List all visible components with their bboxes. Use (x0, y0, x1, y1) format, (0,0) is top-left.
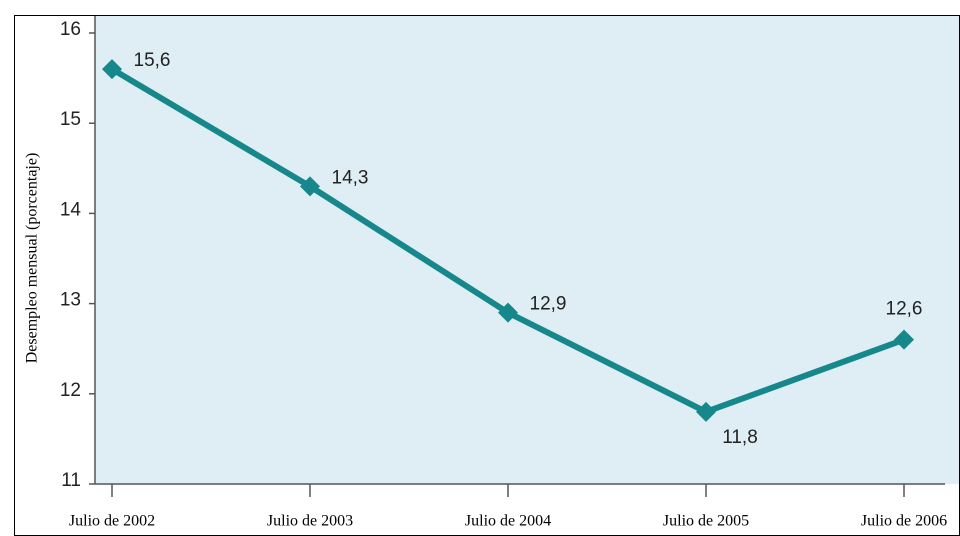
value-label: 15,6 (134, 50, 171, 71)
value-label: 12,6 (886, 299, 923, 320)
value-label: 11,8 (722, 427, 758, 448)
y-tick-label: 16 (60, 19, 81, 40)
x-tick-label: Julio de 2002 (69, 513, 155, 530)
y-tick-label: 13 (60, 290, 81, 311)
marker (696, 401, 716, 422)
y-tick-label: 12 (60, 380, 81, 401)
marker (498, 302, 518, 323)
x-tick-label: Julio de 2003 (267, 513, 353, 530)
x-tick-label: Julio de 2006 (861, 513, 947, 530)
y-tick-label: 11 (61, 470, 81, 491)
y-tick-label: 15 (60, 109, 81, 130)
y-tick-label: 14 (60, 199, 82, 220)
x-tick-label: Julio de 2004 (465, 513, 551, 530)
y-axis-label: Desempleo mensual (porcentaje) (24, 153, 41, 364)
value-label: 12,9 (530, 294, 567, 315)
x-tick-label: Julio de 2005 (663, 513, 749, 530)
marker (894, 329, 914, 350)
marker (300, 176, 320, 197)
value-label: 14,3 (332, 167, 369, 188)
marker (102, 59, 122, 80)
plot-area (95, 16, 959, 484)
